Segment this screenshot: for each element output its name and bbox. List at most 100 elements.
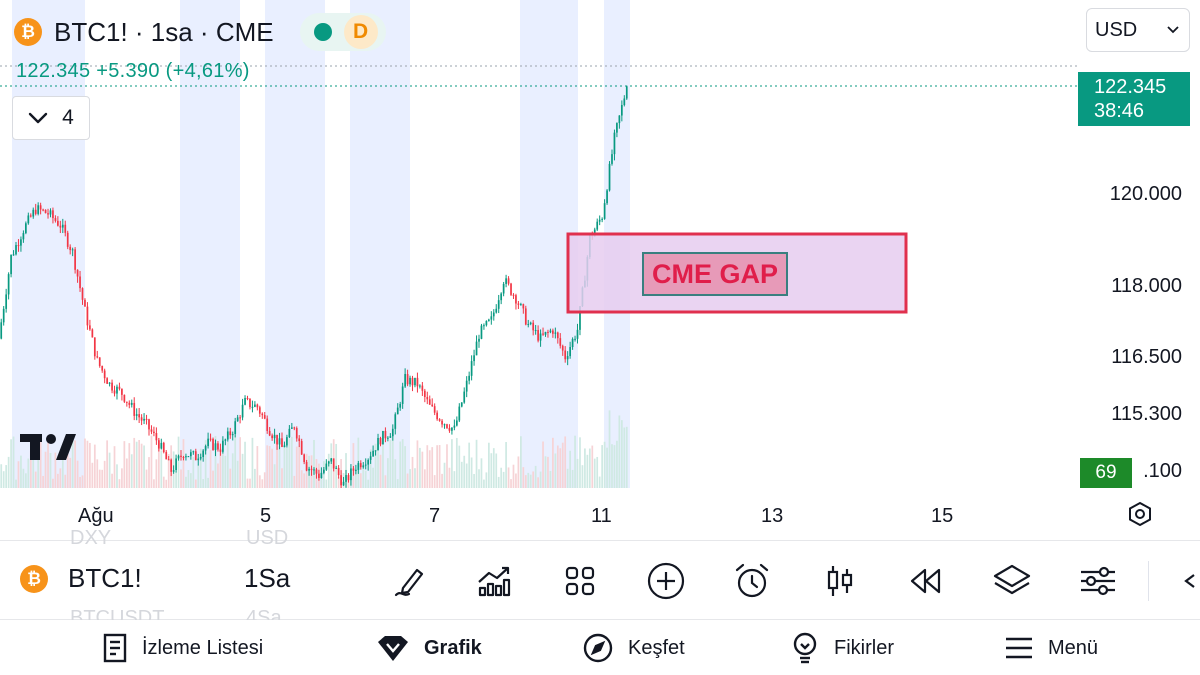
nav-ideas[interactable]: Fikirler	[790, 632, 894, 664]
volume-bar	[140, 443, 143, 488]
volume-bar	[103, 460, 106, 488]
volume-bar	[214, 435, 217, 488]
candle-body	[549, 330, 552, 333]
candle-body	[369, 456, 372, 460]
volume-bar	[219, 447, 222, 488]
candle-body	[487, 319, 490, 321]
volume-bar	[566, 468, 569, 488]
candle-body	[160, 442, 163, 449]
chart-type-button[interactable]	[816, 557, 864, 605]
candle-body	[352, 468, 355, 471]
market-status-pill[interactable]: D	[299, 13, 386, 51]
chart-diamond-icon	[378, 636, 408, 661]
price-chart[interactable]	[0, 0, 1200, 540]
volume-bar	[71, 437, 74, 488]
candle-body	[24, 223, 27, 234]
volume-bar	[367, 479, 370, 488]
candle-body	[473, 355, 475, 362]
candle-body	[433, 406, 436, 413]
candle-body	[396, 407, 399, 415]
volume-bar	[431, 447, 434, 488]
volume-bar	[157, 438, 160, 488]
candle-body	[34, 209, 37, 214]
volume-bar	[483, 479, 485, 488]
candle-body	[108, 382, 111, 384]
volume-bar	[93, 444, 96, 488]
collapse-arrow-icon[interactable]	[1182, 573, 1196, 589]
candle-body	[84, 299, 86, 307]
delayed-data-badge[interactable]: D	[343, 15, 378, 49]
add-button[interactable]	[642, 557, 690, 605]
volume-bar	[411, 456, 414, 488]
nav-watchlist-label: İzleme Listesi	[142, 636, 264, 659]
nav-watchlist[interactable]: İzleme Listesi	[102, 632, 263, 664]
candle-body	[59, 225, 62, 228]
object-tree-button[interactable]	[988, 557, 1036, 605]
symbol-title[interactable]: BTC1! · 1sa · CME	[54, 16, 274, 47]
time-axis-label: 13	[761, 505, 784, 527]
price-scale-label: 115.300	[1111, 403, 1182, 425]
volume-bar	[155, 459, 158, 488]
alert-button[interactable]	[728, 557, 776, 605]
candle-body	[534, 330, 537, 332]
volume-bar	[352, 443, 355, 488]
candle-body	[150, 429, 153, 432]
indicators-button[interactable]	[470, 557, 518, 605]
volume-bar	[448, 467, 451, 488]
volume-bar	[564, 436, 567, 488]
nav-explore[interactable]: Keşfet	[582, 632, 685, 664]
volume-bar	[537, 477, 539, 488]
volume-bar	[463, 455, 466, 488]
candle-body	[256, 404, 259, 408]
bitcoin-icon[interactable]: ₿	[20, 565, 48, 593]
candle-body	[180, 455, 182, 457]
cme-gap-label[interactable]: CME GAP	[642, 252, 788, 296]
volume-bar	[54, 452, 57, 488]
toolbar-interval[interactable]: 1Sa	[244, 563, 291, 593]
volume-bar	[515, 473, 517, 488]
time-axis-label: 15	[931, 505, 954, 527]
symbol-header[interactable]: ₿ BTC1! · 1sa · CME D	[14, 12, 386, 52]
candle-body	[74, 249, 76, 270]
candle-body	[7, 274, 10, 295]
candle-body	[214, 443, 217, 450]
candle-body	[231, 434, 234, 436]
candle-body	[219, 449, 222, 452]
currency-select[interactable]: USD	[1086, 8, 1190, 52]
nav-chart[interactable]: Grafik	[376, 632, 482, 664]
watchlist-icon	[103, 633, 127, 663]
currency-value: USD	[1095, 18, 1138, 41]
volume-bar	[98, 469, 101, 488]
nav-menu[interactable]: Menü	[1004, 632, 1098, 664]
indicators-collapse-button[interactable]: 4	[12, 96, 90, 140]
chart-settings-icon[interactable]	[1127, 501, 1153, 527]
candle-body	[125, 401, 128, 403]
candle-body	[76, 269, 79, 277]
volume-bar	[542, 441, 544, 488]
volume-bar	[500, 467, 503, 488]
toolbar-symbol[interactable]: BTC1!	[68, 563, 142, 593]
layouts-button[interactable]	[556, 557, 604, 605]
candle-body	[143, 418, 145, 421]
nav-explore-label: Keşfet	[628, 636, 685, 659]
candle-body	[29, 215, 32, 217]
volume-bar	[473, 473, 475, 488]
candle-body	[148, 419, 150, 430]
volume-bar	[520, 436, 522, 488]
candle-body	[288, 428, 291, 438]
drawing-tools-button[interactable]	[386, 557, 434, 605]
chart-settings-button[interactable]	[1074, 557, 1122, 605]
chart-area[interactable]: ₿ BTC1! · 1sa · CME D 122.345 +5.390 (+4…	[0, 0, 1200, 540]
volume-bar	[121, 468, 123, 488]
candle-body	[278, 438, 281, 445]
candle-body	[387, 437, 389, 439]
replay-button[interactable]	[902, 557, 950, 605]
candle-body	[98, 357, 101, 366]
volume-bar	[502, 471, 505, 488]
volume-bar	[470, 457, 473, 488]
volume-bar	[84, 438, 86, 488]
time-axis-label: 5	[260, 505, 272, 527]
lightbulb-icon	[793, 632, 817, 664]
candle-body	[286, 437, 288, 446]
tradingview-logo-icon	[20, 434, 76, 460]
